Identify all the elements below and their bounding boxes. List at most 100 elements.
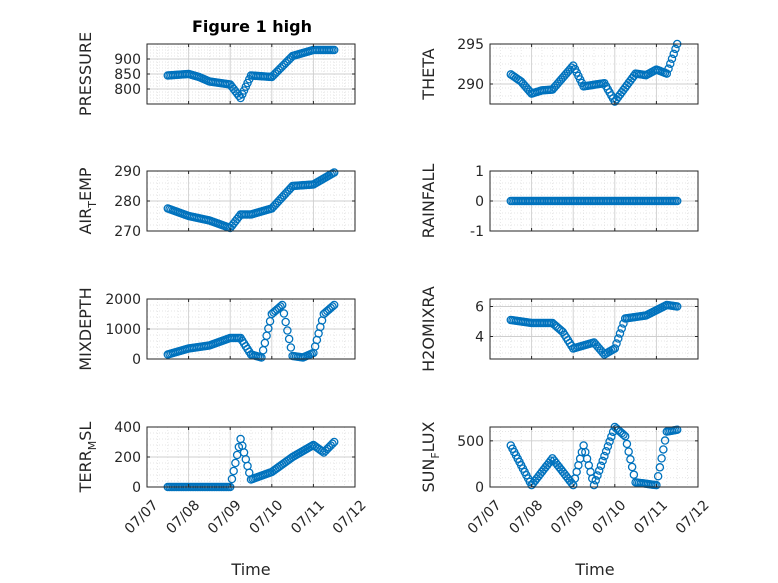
y-tick-label: 500 — [457, 434, 484, 450]
y-tick-label: 6 — [475, 300, 484, 316]
data-point — [276, 302, 285, 311]
data-point — [329, 45, 339, 55]
data-point — [279, 309, 289, 318]
y-tick-label: -1 — [470, 224, 484, 240]
data-point — [662, 69, 672, 78]
data-markers — [506, 196, 682, 206]
data-point — [620, 431, 630, 441]
subplot-theta: 290 295 THETA — [419, 37, 699, 106]
y-tick-label: 270 — [114, 224, 141, 240]
data-markers — [163, 300, 339, 362]
y-tick-label: 0 — [475, 194, 484, 210]
data-point — [671, 44, 680, 54]
data-point — [614, 334, 623, 343]
figure-title: Figure 1 high — [192, 17, 312, 36]
x-axis-label-left: Time — [230, 560, 270, 579]
data-point — [286, 343, 296, 352]
data-point — [627, 462, 637, 472]
data-point — [672, 425, 682, 435]
data-point — [317, 446, 327, 456]
y-tick-label: 2000 — [105, 292, 141, 308]
y-tick-label: 800 — [114, 82, 141, 98]
data-point — [591, 476, 600, 485]
data-point — [593, 471, 602, 480]
data-point — [615, 329, 625, 338]
y-tick-label: 850 — [114, 67, 141, 83]
data-point — [596, 461, 606, 471]
data-markers — [506, 422, 682, 490]
data-point — [329, 168, 339, 177]
y-axis-label: RAINFALL — [419, 164, 438, 239]
y-tick-label: 200 — [114, 450, 141, 466]
y-axis-label: SUNFLUX — [419, 421, 442, 492]
y-tick-label: 4 — [475, 330, 484, 346]
data-point — [629, 470, 639, 479]
data-point — [600, 451, 609, 461]
data-point — [659, 445, 668, 454]
y-tick-label: 290 — [114, 164, 141, 180]
data-point — [598, 456, 607, 466]
data-point — [622, 439, 632, 449]
data-point — [328, 439, 337, 448]
data-point — [624, 447, 633, 456]
data-point — [617, 324, 626, 333]
subplot-air-temp: 270 280 290 AIRTEMP — [76, 164, 356, 240]
data-point — [607, 432, 616, 441]
y-axis-label: PRESSURE — [76, 32, 95, 116]
data-point — [612, 339, 621, 348]
data-point — [672, 302, 682, 311]
data-point — [594, 466, 604, 475]
axes-box — [489, 43, 699, 105]
y-tick-label: 1000 — [105, 322, 141, 338]
axes-box — [489, 298, 699, 360]
y-axis-label: MIXDEPTH — [76, 287, 95, 370]
y-axis-label: AIRTEMP — [76, 167, 99, 234]
data-point — [655, 463, 665, 472]
data-markers — [163, 168, 339, 233]
subplot-h2omixra: 4 6 H2OMIXRA — [419, 286, 699, 372]
data-point — [610, 344, 620, 353]
y-axis-label: THETA — [419, 48, 438, 100]
data-point — [664, 64, 673, 73]
data-point — [329, 437, 339, 447]
data-point — [657, 454, 666, 463]
data-point — [329, 300, 339, 310]
y-tick-label: 280 — [114, 194, 141, 210]
y-tick-label: 295 — [457, 37, 484, 53]
axes-box — [489, 426, 699, 488]
data-point — [626, 455, 635, 464]
data-markers — [506, 39, 682, 106]
data-point — [231, 458, 240, 468]
data-point — [601, 446, 611, 456]
x-axis-label-right: Time — [574, 560, 614, 579]
data-point — [667, 54, 677, 64]
y-tick-label: 900 — [114, 52, 141, 68]
data-point — [229, 466, 238, 476]
data-point — [605, 437, 614, 446]
data-point — [653, 471, 663, 481]
data-point — [603, 442, 613, 451]
y-tick-label: 0 — [132, 480, 141, 496]
data-point — [619, 430, 628, 439]
y-axis-label: TERRMSL — [76, 422, 99, 494]
data-point — [546, 456, 555, 465]
y-tick-label: 0 — [132, 352, 141, 368]
data-point — [652, 480, 661, 490]
data-point — [666, 59, 675, 68]
y-tick-label: 400 — [114, 420, 141, 436]
y-tick-label: 0 — [475, 480, 484, 496]
data-point — [328, 302, 337, 311]
data-markers — [506, 300, 682, 359]
y-tick-label: 290 — [457, 77, 484, 93]
data-point — [281, 317, 290, 327]
data-point — [660, 436, 670, 445]
subplot-rainfall: -1 0 1 RAINFALL — [419, 164, 699, 240]
data-point — [589, 480, 599, 490]
data-point — [672, 196, 682, 206]
data-point — [283, 326, 292, 335]
data-point — [277, 300, 287, 310]
data-point — [227, 474, 237, 484]
data-point — [284, 334, 294, 344]
